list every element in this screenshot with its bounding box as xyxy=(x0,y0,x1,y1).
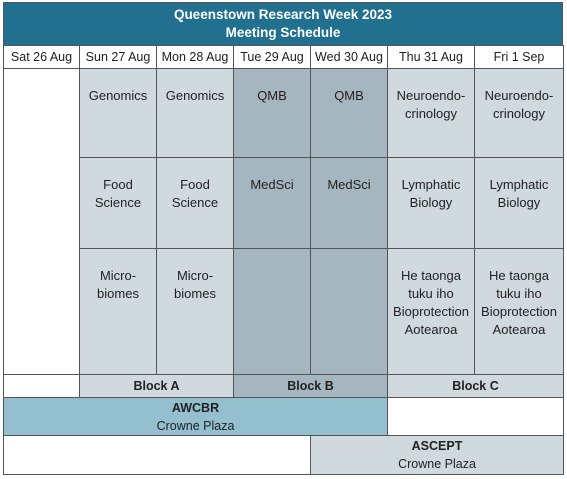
session-cell: Micro-biomes xyxy=(79,248,157,375)
session-text: tuku iho xyxy=(496,286,542,301)
day-label: Thu 31 Aug xyxy=(399,50,463,64)
session-cell: Genomics xyxy=(79,68,157,158)
day-label: Fri 1 Sep xyxy=(493,50,545,64)
session-cell xyxy=(310,248,388,375)
day-label: Sun 27 Aug xyxy=(85,50,151,64)
meeting-cell: AWCBR Crowne Plaza xyxy=(3,397,388,436)
meeting-venue: Crowne Plaza xyxy=(398,457,476,471)
session-text: Science xyxy=(94,195,142,210)
session-text: He taonga xyxy=(401,268,461,283)
session-cell: MedSci xyxy=(310,157,388,249)
session-text: He taonga xyxy=(489,268,549,283)
session-text: Lymphatic xyxy=(401,177,461,192)
title-line: Queenstown Research Week 2023 xyxy=(173,7,393,22)
session-cell: Food Science xyxy=(79,157,157,249)
title-banner: Queenstown Research Week 2023 Meeting Sch… xyxy=(3,2,563,46)
block-label: Block B xyxy=(287,379,334,393)
day-label: Sat 26 Aug xyxy=(10,50,73,64)
session-cell xyxy=(233,248,311,375)
session-text: Lymphatic xyxy=(489,177,549,192)
day-header: Fri 1 Sep xyxy=(474,45,564,69)
session-text: Neuroendo- xyxy=(484,88,554,103)
session-text: MedSci xyxy=(327,177,371,192)
session-text: MedSci xyxy=(250,177,294,192)
session-cell: QMB xyxy=(233,68,311,158)
session-text: Aotearoa xyxy=(492,322,546,337)
block-cell: Block B xyxy=(233,374,388,398)
session-cell: Lymphatic Biology xyxy=(474,157,564,249)
session-cell: He taonga tuku iho Bioprotection Aotearoa xyxy=(387,248,475,375)
day-header: Mon 28 Aug xyxy=(156,45,234,69)
session-cell: He taonga tuku iho Bioprotection Aotearoa xyxy=(474,248,564,375)
session-text: Bioprotection xyxy=(481,304,557,319)
session-cell: Neuroendo-crinology xyxy=(474,68,564,158)
session-text: crinology xyxy=(492,106,546,121)
day-header: Tue 29 Aug xyxy=(233,45,311,69)
meeting-name: ASCEPT xyxy=(411,439,463,453)
empty-cell xyxy=(387,397,564,436)
day-header: Sun 27 Aug xyxy=(79,45,157,69)
session-cell: Neuroendo-crinology xyxy=(387,68,475,158)
empty-cell xyxy=(3,68,80,375)
session-text: Science xyxy=(171,195,219,210)
day-label: Tue 29 Aug xyxy=(240,50,304,64)
session-text: Genomics xyxy=(165,88,225,103)
block-cell: Block C xyxy=(387,374,564,398)
session-cell: Lymphatic Biology xyxy=(387,157,475,249)
empty-cell xyxy=(3,435,311,475)
session-text: Biology xyxy=(409,195,453,210)
day-label: Mon 28 Aug xyxy=(161,50,229,64)
session-cell: MedSci xyxy=(233,157,311,249)
block-label: Block A xyxy=(133,379,180,393)
session-text: biomes xyxy=(97,286,139,301)
meeting-name: AWCBR xyxy=(171,400,220,415)
session-text: QMB xyxy=(257,88,287,103)
session-text: Neuroendo- xyxy=(396,88,466,103)
day-header: Wed 30 Aug xyxy=(310,45,388,69)
session-cell: QMB xyxy=(310,68,388,158)
day-header: Sat 26 Aug xyxy=(3,45,80,69)
meeting-cell: ASCEPT Crowne Plaza xyxy=(310,435,564,475)
session-text: crinology xyxy=(404,106,458,121)
session-cell: Micro-biomes xyxy=(156,248,234,375)
day-header: Thu 31 Aug xyxy=(387,45,475,69)
session-text: Food xyxy=(180,177,210,192)
session-text: Bioprotection xyxy=(393,304,469,319)
block-label: Block C xyxy=(452,379,499,393)
meeting-venue: Crowne Plaza xyxy=(156,418,235,433)
day-label: Wed 30 Aug xyxy=(315,50,383,64)
session-text: tuku iho xyxy=(408,286,454,301)
session-text: Food xyxy=(103,177,133,192)
session-text: Biology xyxy=(497,195,541,210)
session-text: QMB xyxy=(334,88,364,103)
session-cell: Food Science xyxy=(156,157,234,249)
session-cell: Genomics xyxy=(156,68,234,158)
block-cell: Block A xyxy=(79,374,234,398)
title-line: Meeting Schedule xyxy=(225,25,341,40)
empty-cell xyxy=(3,374,80,398)
session-text: Micro- xyxy=(176,268,214,283)
session-text: Micro- xyxy=(99,268,137,283)
session-text: Aotearoa xyxy=(404,322,458,337)
session-text: biomes xyxy=(174,286,216,301)
session-text: Genomics xyxy=(88,88,148,103)
